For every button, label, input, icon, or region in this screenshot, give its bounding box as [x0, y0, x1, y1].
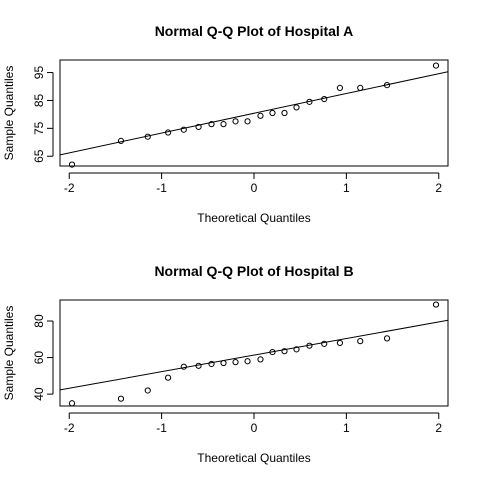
y-tick-label: 95	[32, 66, 46, 80]
data-point	[269, 109, 276, 117]
chart-panel-b: Normal Q-Q Plot of Hospital B -2 -1 0 1 2 40 6…	[2, 263, 449, 465]
data-point	[117, 137, 125, 144]
data-point	[432, 301, 440, 308]
y-tick-label: 80	[32, 314, 46, 328]
x-tick-label: 2	[435, 421, 442, 435]
data-point	[257, 356, 264, 363]
data-point	[257, 112, 264, 119]
data-point	[281, 109, 288, 117]
plot-frame-a	[59, 59, 449, 167]
x-tick-label: -2	[64, 421, 75, 435]
x-tick-label: 0	[251, 421, 258, 435]
data-point	[180, 363, 187, 370]
x-tick-label: -1	[156, 181, 167, 195]
data-point	[232, 359, 239, 366]
x-tick-label: 1	[343, 181, 350, 195]
data-point	[244, 118, 251, 125]
data-point	[293, 346, 300, 353]
data-point	[164, 129, 172, 136]
data-point	[144, 133, 151, 140]
data-point	[383, 335, 391, 342]
data-point	[383, 82, 391, 89]
data-point	[357, 338, 364, 345]
data-point	[180, 126, 187, 133]
data-point	[357, 84, 364, 91]
data-point	[306, 98, 313, 105]
data-point	[321, 95, 328, 103]
x-tick-label: -2	[64, 181, 75, 195]
x-axis-label-a: Theoretical Quantiles	[197, 211, 310, 225]
data-point	[293, 104, 300, 111]
y-tick-label: 60	[32, 351, 46, 365]
data-point	[195, 123, 202, 131]
data-point	[195, 362, 202, 369]
data-point	[68, 400, 76, 407]
data-point	[336, 339, 344, 347]
chart-panel-a: Normal Q-Q Plot of Hospital A -2 -1 0 1 2 65 7…	[2, 23, 449, 225]
y-tick-label: 75	[32, 121, 46, 135]
data-point	[232, 118, 239, 125]
chart-title-a: Normal Q-Q Plot of Hospital A	[155, 23, 354, 39]
data-point	[244, 358, 251, 365]
data-point	[117, 395, 125, 402]
data-point	[336, 84, 344, 91]
data-point	[306, 342, 313, 349]
data-point	[220, 121, 227, 128]
x-tick-label: -1	[156, 421, 167, 435]
data-point	[432, 62, 440, 69]
plot-area-b: -2 -1 0 1 2 40 60 80	[32, 299, 449, 435]
y-axis-label-a: Sample Quantiles	[2, 66, 16, 161]
data-point	[281, 348, 288, 355]
data-point	[321, 340, 328, 347]
x-tick-label: 0	[251, 181, 258, 195]
plot-area-a: -2 -1 0 1 2 65 75 85 95	[32, 59, 449, 195]
data-point	[164, 374, 172, 381]
qq-reference-line-b	[60, 319, 448, 391]
y-tick-label: 85	[32, 93, 46, 107]
y-axis-label-b: Sample Quantiles	[2, 306, 16, 401]
x-tick-label: 1	[343, 421, 350, 435]
data-point	[208, 121, 215, 128]
data-point	[144, 387, 151, 394]
chart-title-b: Normal Q-Q Plot of Hospital B	[154, 263, 353, 279]
y-tick-label: 65	[32, 149, 46, 163]
x-axis-label-b: Theoretical Quantiles	[197, 451, 310, 465]
data-point	[220, 359, 227, 367]
data-point	[68, 161, 76, 168]
plot-frame-b	[59, 299, 449, 407]
qq-reference-line-a	[60, 71, 448, 156]
x-tick-label: 2	[435, 181, 442, 195]
data-point	[269, 348, 276, 356]
y-tick-label: 40	[32, 387, 46, 401]
data-point	[208, 360, 215, 368]
